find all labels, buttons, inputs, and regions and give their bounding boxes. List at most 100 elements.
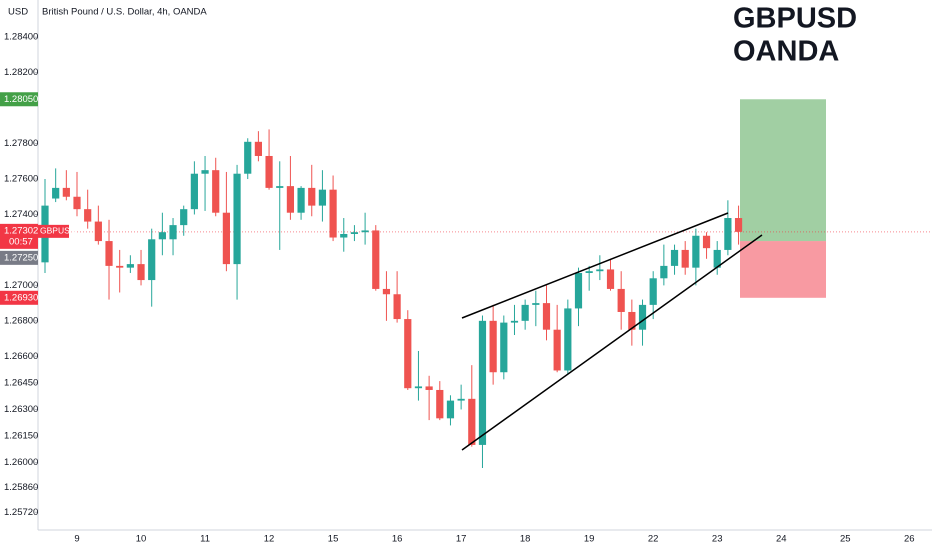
y-tick-label: 1.26300 [4, 404, 38, 415]
symbol-label: GBPUSD [40, 226, 76, 236]
y-tick-label: 1.27000 [4, 280, 38, 291]
wedge-upper-line [461, 212, 729, 319]
y-tick-label: 1.26150 [4, 431, 38, 442]
candle-body [73, 196, 81, 210]
candle-body [425, 386, 433, 390]
candle-body [126, 264, 134, 268]
candle-body [137, 264, 145, 281]
x-tick-label: 17 [456, 534, 467, 545]
price-label: 1.26930 [4, 292, 38, 303]
candle-body [169, 225, 177, 240]
chart-title: British Pound / U.S. Dollar, 4h, OANDA [42, 7, 207, 18]
candle-body [372, 230, 380, 289]
x-tick-label: 25 [840, 534, 851, 545]
candle-body [638, 304, 647, 330]
candle-body [500, 322, 508, 373]
y-tick-label: 1.28400 [4, 32, 38, 43]
y-tick-label: 1.25720 [4, 507, 38, 518]
price-labels: 1.28400 1.28200 1.27800 1.27600 1.27400 1.270… [0, 32, 76, 518]
candle-body [574, 272, 583, 309]
candle-body [670, 249, 679, 266]
y-tick-label: 1.25860 [4, 482, 38, 493]
candle-body [94, 221, 102, 242]
candle-body [521, 304, 529, 321]
x-tick-label: 10 [136, 534, 147, 545]
x-tick-label: 18 [520, 534, 531, 545]
candle-body [681, 249, 689, 268]
x-tick-label: 26 [904, 534, 915, 545]
candle-body [393, 294, 401, 320]
price-label: 1.28050 [4, 94, 38, 105]
candle-body [596, 269, 604, 272]
symbol-box [38, 224, 69, 238]
current-price-box [0, 223, 38, 249]
candle-body [628, 311, 636, 330]
x-tick-label: 23 [712, 534, 723, 545]
x-tick-label: 16 [392, 534, 403, 545]
y-tick-label: 1.27800 [4, 138, 38, 149]
price-label-box [0, 92, 38, 107]
annotation-broker: OANDA [733, 36, 839, 68]
candle-body [52, 187, 60, 199]
price-label-box [0, 250, 38, 265]
x-tick-label: 12 [264, 534, 275, 545]
candle-body [340, 233, 348, 238]
price-label: 1.27250 [4, 252, 38, 263]
axis-unit: USD [8, 7, 28, 18]
candle-body [702, 235, 711, 249]
candle-body [724, 218, 732, 250]
y-tick-label: 1.26600 [4, 351, 38, 362]
candle-body [606, 269, 615, 289]
candle-body [382, 288, 391, 295]
candle-body [286, 186, 295, 213]
current-price-label: 1.27302 [4, 225, 38, 236]
candle-body [116, 265, 124, 268]
candle-body [542, 303, 551, 330]
candle-body [564, 308, 572, 371]
candle-body [105, 241, 113, 266]
candle-body [713, 249, 721, 268]
candle-body [585, 271, 593, 273]
candle-body [222, 212, 230, 265]
candle-body [734, 218, 743, 232]
price-label-box [0, 290, 38, 305]
candle-body [478, 320, 487, 445]
y-tick-label: 1.27400 [4, 209, 38, 220]
candle-body [84, 209, 92, 222]
wedge-lower-line [461, 234, 763, 451]
candle-body [553, 329, 561, 371]
annotation-symbol: GBPUSD [733, 3, 857, 35]
x-tick-label: 9 [74, 534, 79, 545]
candle-body [148, 239, 156, 281]
y-tick-label: 1.28200 [4, 67, 38, 78]
x-tick-label: 22 [648, 534, 659, 545]
candle-body [350, 232, 359, 234]
candle-body [489, 320, 497, 373]
candle-body [446, 400, 455, 419]
x-tick-label: 11 [200, 534, 210, 545]
y-tick-label: 1.26000 [4, 457, 38, 468]
position-target [740, 99, 826, 242]
position-stop [740, 241, 826, 298]
candle-body [297, 187, 305, 213]
candle-body [414, 386, 423, 389]
candle-body [436, 389, 444, 419]
candle-body [617, 288, 625, 312]
countdown-label: 00:57 [9, 236, 33, 247]
candle-body [62, 187, 70, 197]
candle-body [692, 235, 700, 268]
candle-body [212, 170, 220, 213]
plot-area [38, 99, 932, 468]
candle-body [308, 187, 316, 206]
candle-body [361, 230, 369, 233]
candle-body [233, 173, 241, 265]
x-tick-label: 15 [328, 534, 339, 545]
y-tick-label: 1.26450 [4, 377, 38, 388]
candle-body [158, 232, 166, 240]
candle-body [532, 303, 540, 305]
candle-body [649, 278, 657, 305]
candle-body [265, 155, 273, 188]
y-tick-label: 1.26800 [4, 315, 38, 326]
candle-body [329, 189, 337, 238]
